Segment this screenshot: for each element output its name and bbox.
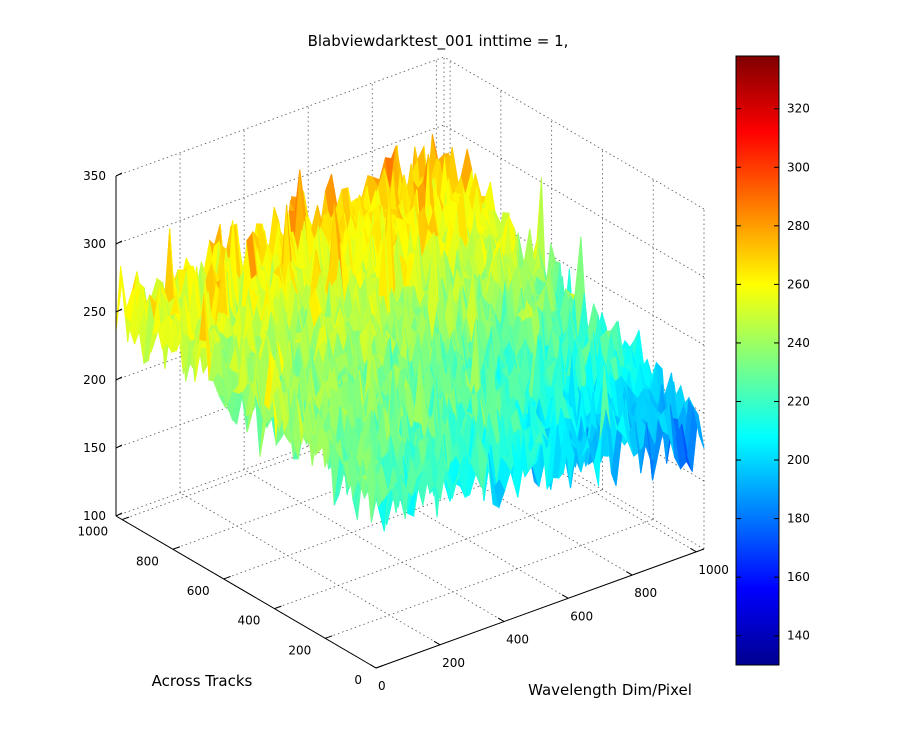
- y-tick-label: 1000: [78, 525, 109, 539]
- colorbar-tick-label: 200: [787, 453, 810, 467]
- y-tick-label: 400: [238, 614, 261, 628]
- z-tick-mark: [115, 308, 123, 313]
- colorbar-tick-label: 280: [787, 219, 810, 233]
- colorbar-tick-label: 160: [787, 570, 810, 584]
- z-tick-mark: [115, 444, 123, 449]
- axes-grid: [115, 56, 705, 669]
- grid-line: [325, 518, 654, 639]
- grid-line: [274, 489, 603, 610]
- z-tick-mark: [115, 240, 123, 245]
- colorbar-tick-label: 240: [787, 336, 810, 350]
- surface-cell: [693, 406, 705, 449]
- grid-line: [372, 422, 633, 576]
- colorbar: 140 160 180 200 220 240 260 280 300 320: [735, 55, 810, 666]
- y-tick-label: 600: [187, 584, 210, 598]
- z-tick-label: 200: [83, 373, 106, 387]
- grid-line: [307, 445, 569, 599]
- y-axis-ticks: 0 200 400 600 800 1000: [78, 516, 384, 687]
- y-tick-mark: [375, 665, 384, 669]
- x-axis-line: [375, 548, 705, 669]
- grid-line: [443, 124, 705, 278]
- y-tick-mark: [223, 575, 231, 580]
- colorbar-tick-label: 140: [787, 629, 810, 643]
- x-tick-mark: [369, 664, 377, 669]
- y-tick-label: 800: [136, 554, 159, 568]
- grid-line: [179, 492, 441, 646]
- x-tick-mark: [433, 640, 441, 646]
- colorbar-gradient: [735, 55, 780, 666]
- x-tick-label: 800: [634, 586, 657, 600]
- y-tick-mark: [274, 605, 282, 610]
- colorbar-tick-label: 180: [787, 512, 810, 526]
- chart-title: Blabviewdarktest_001 inttime = 1,: [308, 32, 569, 51]
- z-tick-mark: [115, 512, 123, 517]
- z-tick-label: 300: [83, 237, 106, 251]
- y-tick-label: 200: [288, 643, 311, 657]
- y-tick-label: 0: [354, 673, 362, 687]
- x-axis-label: Wavelength Dim/Pixel: [528, 681, 692, 699]
- x-tick-label: 1000: [698, 563, 729, 577]
- x-tick-mark: [497, 617, 505, 622]
- x-tick-mark: [690, 547, 697, 553]
- axis-lines: [115, 176, 705, 669]
- grid-line: [443, 396, 705, 550]
- grid-line: [443, 192, 705, 346]
- x-tick-label: 600: [570, 609, 593, 623]
- x-tick-label: 0: [378, 679, 386, 693]
- colorbar-tick-label: 300: [787, 160, 810, 174]
- z-tick-mark: [115, 172, 123, 177]
- z-tick-mark: [115, 376, 123, 381]
- colorbar-tick-label: 320: [787, 102, 810, 116]
- x-axis-ticks: 0 200 400 600 800 1000: [369, 547, 729, 693]
- grid-line: [443, 328, 705, 482]
- x-tick-label: 200: [442, 656, 465, 670]
- colorbar-tick-label: 220: [787, 394, 810, 408]
- x-tick-mark: [625, 571, 633, 576]
- grid-line: [443, 56, 705, 210]
- y-axis-line: [115, 515, 377, 669]
- z-tick-label: 100: [83, 509, 106, 523]
- y-tick-mark: [325, 635, 333, 639]
- y-tick-mark: [172, 546, 181, 550]
- y-axis-label: Across Tracks: [152, 672, 253, 690]
- y-tick-mark: [121, 516, 130, 521]
- z-axis-ticks: 100 150 200 250 300 350: [83, 169, 123, 523]
- colorbar-ticks: 140 160 180 200 220 240 260 280 300 320: [736, 102, 810, 643]
- z-tick-label: 150: [83, 441, 106, 455]
- grid-line: [243, 469, 505, 622]
- z-tick-label: 250: [83, 305, 106, 319]
- surface-plot: [115, 134, 705, 532]
- x-tick-mark: [561, 594, 569, 599]
- x-tick-label: 400: [506, 633, 529, 647]
- grid-line: [436, 399, 697, 553]
- z-tick-label: 350: [83, 169, 106, 183]
- colorbar-tick-label: 260: [787, 277, 810, 291]
